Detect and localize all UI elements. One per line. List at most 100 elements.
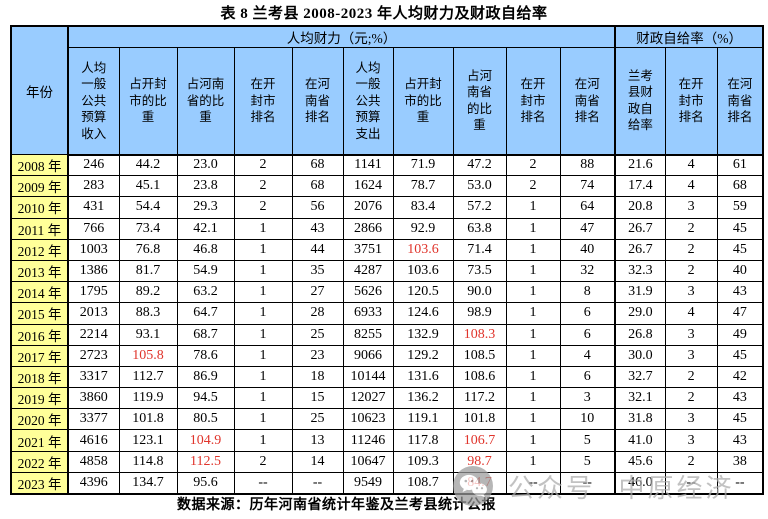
table-row: 2017 年 2723 105.8 78.6 1 23 9066 129.2 108.5 1 4 30… <box>10 344 764 367</box>
value-cell: 246 <box>67 153 120 177</box>
value-cell: 68.7 <box>176 323 235 346</box>
value-cell: 1 <box>233 259 293 283</box>
year-cell: 2013 年 <box>10 259 69 283</box>
value-cell: 112.5 <box>176 450 235 473</box>
year-cell: 2015 年 <box>10 302 69 325</box>
value-cell: 74 <box>559 175 616 198</box>
year-cell: 2010 年 <box>10 196 69 219</box>
value-cell: 93.1 <box>118 323 178 346</box>
value-cell: 3 <box>664 196 718 219</box>
value-cell: 2 <box>233 175 293 198</box>
value-cell: 2723 <box>67 344 120 367</box>
year-cell: 2017 年 <box>10 344 69 367</box>
table-row: 2013 年 1386 81.7 54.9 1 35 4287 103.6 73.5 1 32 32.… <box>10 259 764 283</box>
value-cell: 45 <box>716 344 764 367</box>
value-cell: 119.1 <box>392 408 454 431</box>
value-cell: 10 <box>559 408 616 431</box>
value-cell: 1 <box>505 196 561 219</box>
value-cell: 4 <box>664 153 718 177</box>
value-cell: 98.7 <box>452 450 507 473</box>
value-cell: 123.1 <box>118 429 178 452</box>
value-cell: 2214 <box>67 323 120 346</box>
value-cell: 3751 <box>342 238 394 261</box>
year-cell: 2008 年 <box>10 153 69 177</box>
value-cell: -- <box>664 471 718 495</box>
value-cell: 1 <box>233 408 293 431</box>
year-cell: 2022 年 <box>10 450 69 473</box>
value-cell: 84.7 <box>452 471 507 495</box>
value-cell: 46.0 <box>614 471 666 495</box>
value-cell: 11246 <box>342 429 394 452</box>
value-cell: 78.6 <box>176 344 235 367</box>
table-row: 2010 年 431 54.4 29.3 2 56 2076 83.4 57.2 1 64 20.8 3… <box>10 196 764 219</box>
value-cell: 120.5 <box>392 281 454 304</box>
value-cell: 5 <box>559 450 616 473</box>
value-cell: 3377 <box>67 408 120 431</box>
year-cell: 2018 年 <box>10 365 69 389</box>
group-header-per-capita-fiscal: 人均财力（元;%） <box>67 25 616 48</box>
value-cell: 30.0 <box>614 344 666 367</box>
value-cell: 25 <box>291 408 344 431</box>
value-cell: 90.0 <box>452 281 507 304</box>
value-cell: 1 <box>505 259 561 283</box>
value-cell: 32.1 <box>614 387 666 410</box>
value-cell: 2 <box>664 217 718 240</box>
value-cell: 32.3 <box>614 259 666 283</box>
value-cell: 2 <box>505 153 561 177</box>
value-cell: 1 <box>233 365 293 389</box>
year-cell: 2020 年 <box>10 408 69 431</box>
value-cell: 23.8 <box>176 175 235 198</box>
table-row: 2022 年 4858 114.8 112.5 2 14 10647 109.3 98.7 1 5 4… <box>10 450 764 473</box>
value-cell: 283 <box>67 175 120 198</box>
value-cell: 2 <box>664 238 718 261</box>
col-header-selfsufficiency-rank-kaifeng: 在开 封市 排名 <box>664 47 718 156</box>
value-cell: 45 <box>716 408 764 431</box>
value-cell: 44.2 <box>118 153 178 177</box>
value-cell: 25 <box>291 323 344 346</box>
value-cell: 71.4 <box>452 238 507 261</box>
value-cell: 53.0 <box>452 175 507 198</box>
value-cell: -- <box>505 471 561 495</box>
value-cell: 1795 <box>67 281 120 304</box>
value-cell: 10144 <box>342 365 394 389</box>
col-header-expenditure-rank-henan: 在河 南省 排名 <box>559 47 616 156</box>
value-cell: 4396 <box>67 471 120 495</box>
value-cell: 1 <box>505 344 561 367</box>
value-cell: 112.7 <box>118 365 178 389</box>
value-cell: 2 <box>505 175 561 198</box>
year-cell: 2023 年 <box>10 471 69 495</box>
value-cell: 124.6 <box>392 302 454 325</box>
value-cell: 2 <box>233 450 293 473</box>
value-cell: 1 <box>505 323 561 346</box>
value-cell: 1 <box>505 238 561 261</box>
value-cell: 10647 <box>342 450 394 473</box>
value-cell: 86.9 <box>176 365 235 389</box>
value-cell: 42 <box>716 365 764 389</box>
value-cell: 10623 <box>342 408 394 431</box>
value-cell: 68 <box>291 153 344 177</box>
data-source: 数据来源：历年河南省统计年鉴及兰考县统计公报 <box>177 498 496 513</box>
value-cell: 43 <box>716 387 764 410</box>
value-cell: 92.9 <box>392 217 454 240</box>
value-cell: 47 <box>559 217 616 240</box>
value-cell: 61 <box>716 153 764 177</box>
year-cell: 2019 年 <box>10 387 69 410</box>
value-cell: 3 <box>664 323 718 346</box>
group-header-self-sufficiency: 财政自给率（%） <box>614 25 764 48</box>
value-cell: 101.8 <box>118 408 178 431</box>
value-cell: 54.9 <box>176 259 235 283</box>
value-cell: 46.8 <box>176 238 235 261</box>
value-cell: 43 <box>716 429 764 452</box>
value-cell: 117.2 <box>452 387 507 410</box>
value-cell: 18 <box>291 365 344 389</box>
table-title: 表 8 兰考县 2008-2023 年人均财力及财政自给率 <box>220 6 548 22</box>
value-cell: 1 <box>233 429 293 452</box>
value-cell: 6 <box>559 365 616 389</box>
table-row: 2016 年 2214 93.1 68.7 1 25 8255 132.9 108.3 1 6 26.… <box>10 323 764 346</box>
table-row: 2011 年 766 73.4 42.1 1 43 2866 92.9 63.8 1 47 26.7 2… <box>10 217 764 240</box>
value-cell: 5626 <box>342 281 394 304</box>
value-cell: 129.2 <box>392 344 454 367</box>
value-cell: 45.1 <box>118 175 178 198</box>
value-cell: 12027 <box>342 387 394 410</box>
value-cell: 131.6 <box>392 365 454 389</box>
